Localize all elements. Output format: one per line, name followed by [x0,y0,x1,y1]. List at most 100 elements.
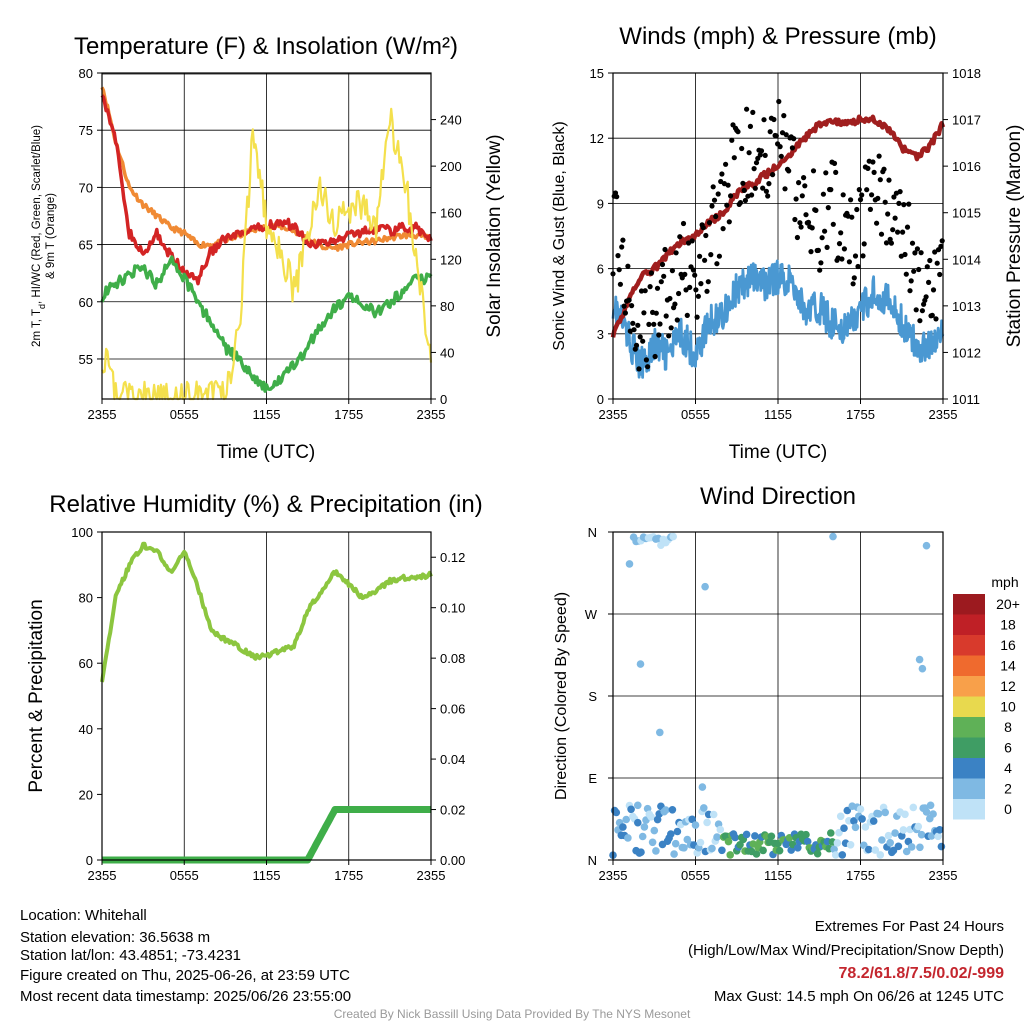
wind-chart-gust-point [658,279,664,285]
wind-chart-gust-point [692,272,698,278]
wind-chart-gust-point [682,271,688,277]
wind-chart-gust-point [694,314,700,320]
wind-chart-xtick-label: 1755 [846,407,875,422]
direction-chart-legend-swatch [953,737,985,758]
wind-chart-gust-point [828,187,834,193]
direction-chart-xtick-label: 0555 [681,868,710,883]
rh-chart-ytick-label: 20 [79,787,93,802]
wind-chart-gust-point [676,290,682,297]
wind-chart-ytick-right-label: 1011 [952,392,980,407]
direction-chart-point [612,808,621,817]
rh-chart-ytick-label: 60 [79,656,93,671]
temp-chart-ytick-right-label: 0 [440,392,447,407]
wind-chart-xtick-label: 1155 [764,407,792,422]
wind-chart-gust-point [646,321,652,327]
temp-chart-ytick-right-label: 80 [440,299,454,314]
rh-chart-xtick-label: 2355 [88,868,117,883]
direction-chart-point [899,826,908,834]
wind-chart-gust-point [720,226,726,232]
direction-chart-ytick-label: E [588,771,597,786]
direction-chart-legend-label: 16 [1000,637,1016,653]
direction-chart-point [869,817,878,825]
wind-chart-gust-point [808,249,814,255]
direction-chart-point [724,837,733,846]
wind-chart-gust-point [739,145,745,152]
wind-chart-gust-point [728,193,734,199]
wind-chart-gust-point [926,279,932,285]
wind-chart-gust-point [710,184,716,190]
wind-chart-ytick-right-label: 1018 [952,66,981,81]
direction-chart-point [627,805,635,814]
wind-chart-gust-point [869,192,875,198]
direction-chart-point [718,846,726,855]
direction-chart-point [935,826,944,834]
direction-chart-point [894,842,903,851]
wind-chart-gust-point [883,240,890,246]
direction-chart-point [716,825,725,834]
wind-chart-gust-point [929,312,935,318]
direction-chart-ytick-label: N [588,525,597,540]
temp-chart-ytick-right-label: 240 [440,113,462,128]
temp-chart-xtick-label: 2355 [417,407,446,422]
wind-chart-gust-point [750,109,756,115]
rh-chart-title: Relative Humidity (%) & Precipitation (i… [49,491,482,518]
direction-chart-point [656,728,664,737]
rh-chart-ytick-label: 80 [79,591,93,606]
wind-chart-gust-point [799,193,805,199]
wind-chart-gust-point [657,321,663,327]
wind-chart-gust-point [625,263,631,269]
direction-chart-point [619,823,627,831]
direction-chart-point [696,838,705,847]
wind-chart-gust-point [875,195,881,201]
wind-chart-gust-point [673,250,679,256]
wind-chart-gust-point [813,207,819,213]
wind-chart-gust-point [938,243,944,249]
wind-chart-gust-point [640,338,646,344]
wind-chart-gust-point [919,308,926,314]
wind-chart-gust-point [777,144,783,150]
wind-chart-title: Winds (mph) & Pressure (mb) [619,23,936,50]
wind-chart-gust-point [885,211,891,217]
created-text: Figure created on Thu, 2025-06-26, at 23… [20,967,350,984]
direction-chart-point [876,851,885,859]
direction-chart-point [667,830,675,838]
direction-chart-point [731,833,739,842]
wind-chart-gust-point [855,263,861,270]
wind-chart-gust-point [619,244,625,250]
wind-chart-gust-point [705,279,711,285]
wind-chart-gust-point [653,310,659,316]
wind-chart-gust-point [645,364,651,370]
wind-chart-gust-point [916,266,922,273]
rh-chart-ytick-label: 0 [86,853,93,868]
direction-chart-point [703,818,711,827]
direction-chart-point [625,560,634,568]
wind-chart-gust-point [864,187,870,193]
wind-chart-gust-point [921,301,927,307]
direction-chart-ytick-label: W [585,607,598,622]
direction-chart-legend-swatch [953,799,985,820]
max-gust-text: Max Gust: 14.5 mph On 06/26 at 1245 UTC [713,988,1004,1005]
direction-chart-legend-swatch [953,778,985,799]
direction-chart-legend-swatch [953,676,985,697]
wind-chart-gust-point [742,197,749,204]
wind-chart-gust-point [630,320,636,326]
wind-chart-gust-point [878,231,885,237]
wind-chart-gust-point [836,241,843,247]
direction-chart-xtick-label: 2355 [929,868,958,883]
wind-chart-series-wind [611,259,945,379]
temp-chart-ylabel-right: Solar Insolation (Yellow) [484,134,505,337]
wind-chart-gust-point [662,246,668,253]
wind-chart-ytick-label: 15 [590,66,604,81]
wind-chart-gust-point [637,334,643,340]
direction-chart-point [929,810,937,818]
wind-chart-gust-point [789,145,796,151]
wind-chart-gust-point [776,98,782,105]
temp-chart-ytick-right-label: 120 [440,252,462,267]
wind-chart-ytick-label: 0 [597,392,604,407]
wind-chart-ytick-right-label: 1012 [952,345,981,360]
direction-chart-point [833,839,842,847]
direction-chart-point [638,832,647,841]
direction-chart-point [742,830,751,839]
wind-chart-gust-point [810,168,817,174]
direction-chart-point [827,829,835,837]
